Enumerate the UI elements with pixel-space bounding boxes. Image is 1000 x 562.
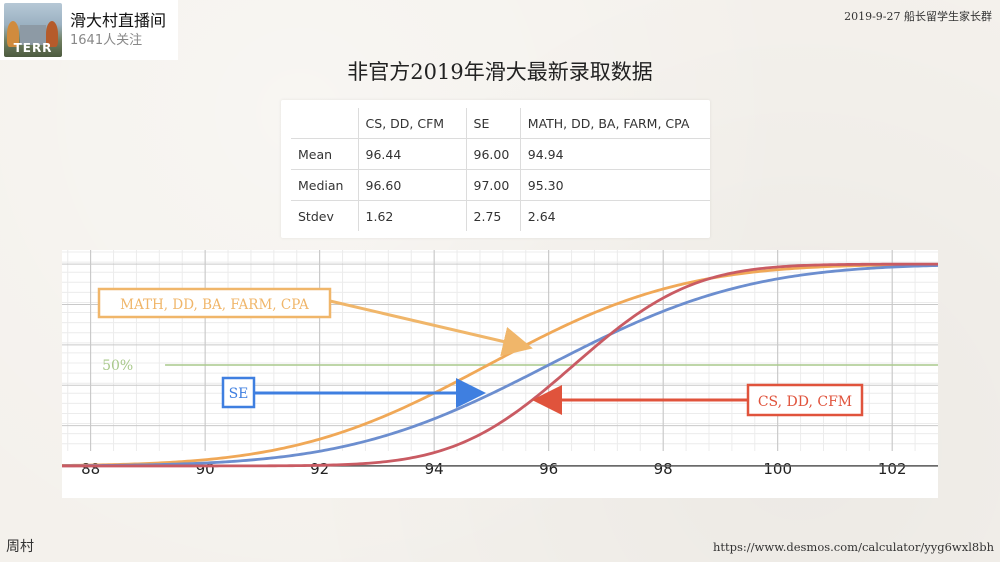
table-header-cell: CS, DD, CFM	[357, 108, 467, 139]
table-cell: 96.00	[465, 138, 521, 170]
x-tick-label: 102	[878, 460, 907, 478]
table-row: Stdev 1.62 2.75 2.64	[291, 200, 710, 231]
cdf-curves	[62, 262, 938, 468]
math-label-box	[97, 287, 332, 319]
table-cell: 2.75	[465, 200, 521, 231]
table-cell: 97.00	[465, 169, 521, 201]
x-tick-label: 96	[539, 460, 558, 478]
table-header-cell: SE	[465, 108, 521, 139]
date-source-label: 2019-9-27 船长留学生家长群	[844, 10, 992, 23]
table-cell: 1.62	[357, 200, 467, 231]
table-cell: 96.60	[357, 169, 467, 201]
axis-strip	[62, 451, 938, 498]
table-row: Median 96.60 97.00 95.30	[291, 169, 710, 201]
page-title: 非官方2019年滑大最新录取数据	[347, 60, 653, 84]
x-tick-labels: 88 90 92 94 96 98 100 102	[81, 460, 906, 478]
table-cell: 95.30	[519, 169, 710, 201]
channel-avatar: TERR	[4, 3, 62, 57]
channel-name: 滑大村直播间	[70, 11, 167, 30]
table-cell: Stdev	[291, 200, 359, 231]
avatar-logo-text: TERR	[13, 41, 53, 55]
table-cell: Median	[291, 169, 359, 201]
table-row: Mean 96.44 96.00 94.94	[291, 138, 710, 170]
cs-label-box	[746, 383, 864, 417]
math-arrow	[329, 299, 533, 357]
x-tick-label: 100	[763, 460, 792, 478]
chart-svg: 88 90 92 94 96 98 100 102 50% MATH, DD, BA, FAR…	[62, 250, 938, 498]
stats-table-card: CS, DD, CFM SE MATH, DD, BA, FARM, CPA M…	[281, 100, 710, 238]
author-label: 周村	[6, 539, 34, 555]
table-cell: 94.94	[519, 138, 710, 170]
se-label: SE	[229, 386, 249, 402]
table-header-row: CS, DD, CFM SE MATH, DD, BA, FARM, CPA	[291, 108, 710, 139]
x-tick-label: 88	[81, 460, 100, 478]
x-tick-label: 94	[425, 460, 444, 478]
cdf-line-math	[62, 263, 938, 467]
table-cell: 2.64	[519, 200, 710, 231]
table-header-cell: MATH, DD, BA, FARM, CPA	[519, 108, 710, 139]
cs-label: CS, DD, CFM	[758, 394, 852, 410]
table-cell: Mean	[291, 138, 359, 170]
se-label-box	[221, 376, 256, 409]
x-tick-label: 92	[310, 460, 329, 478]
channel-card[interactable]: TERR 滑大村直播间 1641人关注	[0, 0, 178, 60]
cdf-chart: 88 90 92 94 96 98 100 102 50% MATH, DD, BA, FAR…	[62, 250, 938, 498]
source-url[interactable]: https://www.desmos.com/calculator/yyg6wx…	[713, 540, 994, 554]
table-header-cell	[291, 108, 359, 139]
cdf-line-cs	[62, 262, 938, 468]
math-label: MATH, DD, BA, FARM, CPA	[120, 297, 309, 313]
stats-table: CS, DD, CFM SE MATH, DD, BA, FARM, CPA M…	[291, 108, 710, 231]
table-cell: 96.44	[357, 138, 467, 170]
reference-line-label: 50%	[102, 358, 133, 374]
cdf-line-se	[62, 264, 938, 468]
channel-followers: 1641人关注	[70, 33, 143, 48]
x-tick-label: 98	[654, 460, 673, 478]
